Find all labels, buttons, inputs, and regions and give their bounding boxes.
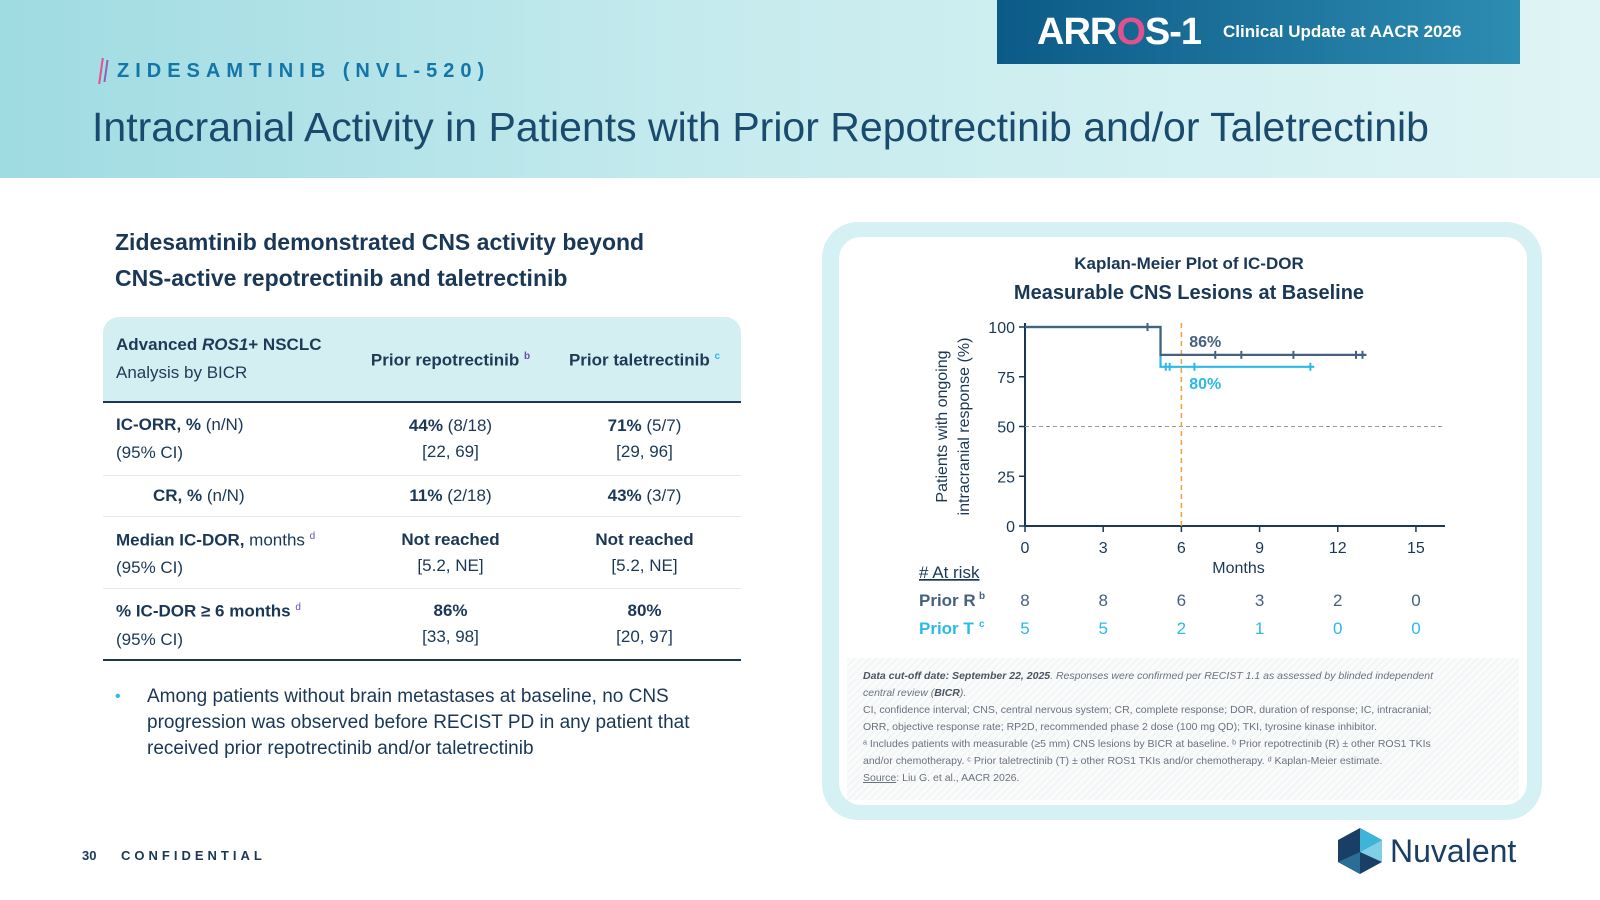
at-risk-value: 5 bbox=[1020, 619, 1029, 638]
table-row: CR, % (n/N) 11% (2/18) 43% (3/7) bbox=[103, 476, 741, 517]
chart-subtitle: Kaplan-Meier Plot of IC-DOR bbox=[1074, 254, 1304, 273]
page-title: Intracranial Activity in Patients with P… bbox=[92, 104, 1429, 150]
subhead-line-1: Zidesamtinib demonstrated CNS activity b… bbox=[115, 229, 645, 255]
confidential-label: CONFIDENTIAL bbox=[121, 848, 266, 863]
at-risk-value: 8 bbox=[1020, 591, 1029, 610]
kicker: ZIDESAMTINIB (NVL-520) bbox=[98, 58, 491, 84]
footnote-line: ᵃ Includes patients with measurable (≥5 … bbox=[863, 738, 1431, 750]
header-cell-analysis: Advanced ROS1+ NSCLC Analysis by BICR bbox=[116, 335, 322, 382]
at-risk-value: 0 bbox=[1411, 619, 1420, 638]
subhead: Zidesamtinib demonstrated CNS activity b… bbox=[115, 224, 715, 296]
badge-text: Clinical Update at AACR 2026 bbox=[1223, 22, 1462, 41]
at-risk-value: 2 bbox=[1333, 591, 1342, 610]
footnote-line: CI, confidence interval; CNS, central ne… bbox=[863, 704, 1432, 716]
bullet-icon: • bbox=[115, 688, 121, 705]
header-cell-prior-t: Prior taletrectinib c bbox=[568, 350, 721, 370]
kicker-text: ZIDESAMTINIB (NVL-520) bbox=[117, 59, 491, 82]
km-line-prior-t bbox=[1025, 325, 1315, 368]
at-risk-value: 3 bbox=[1255, 591, 1264, 610]
arros-logo: ARROS-1 bbox=[1037, 10, 1202, 53]
table-row: IC-ORR, % (n/N) (95% CI) 44% (8/18) [22, 6… bbox=[103, 403, 741, 476]
nuvalent-mark-icon bbox=[1338, 828, 1382, 874]
series-label-r: 86% bbox=[1189, 334, 1221, 351]
at-risk-value: 1 bbox=[1255, 619, 1264, 638]
x-axis-label: Months bbox=[1212, 560, 1264, 577]
header-cell-prior-r: Prior repotrectinib b bbox=[370, 350, 531, 370]
bullet-text: Among patients without brain metastases … bbox=[147, 686, 690, 759]
footnote-line: ORR, objective response rate; RP2D, reco… bbox=[863, 721, 1377, 733]
x-tick-label: 15 bbox=[1407, 540, 1425, 557]
at-risk-value: 2 bbox=[1177, 619, 1186, 638]
kicker-bars-icon bbox=[98, 58, 109, 84]
footnote-line: and/or chemotherapy. ᶜ Prior taletrectin… bbox=[863, 755, 1383, 767]
at-risk-row-label: Prior T bbox=[919, 619, 974, 638]
at-risk-value: 8 bbox=[1098, 591, 1107, 610]
results-table: Advanced ROS1+ NSCLC Analysis by BICR Pr… bbox=[103, 317, 741, 661]
series-label-t: 80% bbox=[1189, 376, 1221, 393]
x-tick-label: 0 bbox=[1021, 540, 1030, 557]
at-risk-value: 6 bbox=[1177, 591, 1186, 610]
y-tick-label: 0 bbox=[1006, 519, 1015, 536]
at-risk-value: 0 bbox=[1411, 591, 1420, 610]
subhead-line-2: CNS-active repotrectinib and taletrectin… bbox=[115, 265, 568, 291]
at-risk-label: # At risk bbox=[919, 563, 980, 582]
km-plot: Kaplan-Meier Plot of IC-DOR Measurable C… bbox=[919, 254, 1445, 638]
table-header: Advanced ROS1+ NSCLC Analysis by BICR Pr… bbox=[103, 317, 741, 403]
y-tick-label: 75 bbox=[997, 370, 1015, 387]
nuvalent-logo: Nuvalent bbox=[1338, 828, 1516, 874]
y-tick-label: 100 bbox=[988, 320, 1015, 337]
x-tick-label: 9 bbox=[1255, 540, 1264, 557]
km-line-prior-r bbox=[1025, 325, 1367, 356]
chart-title: Measurable CNS Lesions at Baseline bbox=[1014, 282, 1364, 304]
at-risk-row-sup: c bbox=[979, 619, 985, 630]
x-tick-label: 3 bbox=[1099, 540, 1108, 557]
at-risk-value: 0 bbox=[1333, 619, 1342, 638]
x-tick-label: 6 bbox=[1177, 540, 1186, 557]
at-risk-row-sup: b bbox=[979, 591, 985, 602]
x-tick-label: 12 bbox=[1329, 540, 1347, 557]
footnotes: Data cut-off date: September 22, 2025. R… bbox=[847, 658, 1519, 800]
brand-name: Nuvalent bbox=[1390, 832, 1517, 869]
table-row: Median IC-DOR, months d (95% CI) Not reac… bbox=[103, 517, 741, 589]
at-risk-value: 5 bbox=[1098, 619, 1107, 638]
event-badge: ARROS-1 Clinical Update at AACR 2026 bbox=[997, 0, 1520, 64]
y-axis-label: intracranial response (%) bbox=[956, 338, 973, 516]
bullet-point: • Among patients without brain metastase… bbox=[115, 684, 715, 762]
y-axis-label: Patients with ongoing bbox=[934, 350, 951, 502]
y-tick-label: 25 bbox=[997, 469, 1015, 486]
table-row: % IC-DOR ≥ 6 months d (95% CI) 86% [33, 98… bbox=[103, 589, 741, 661]
y-tick-label: 50 bbox=[997, 420, 1015, 437]
page-number: 30 bbox=[82, 848, 97, 863]
at-risk-row-label: Prior R bbox=[919, 591, 976, 610]
